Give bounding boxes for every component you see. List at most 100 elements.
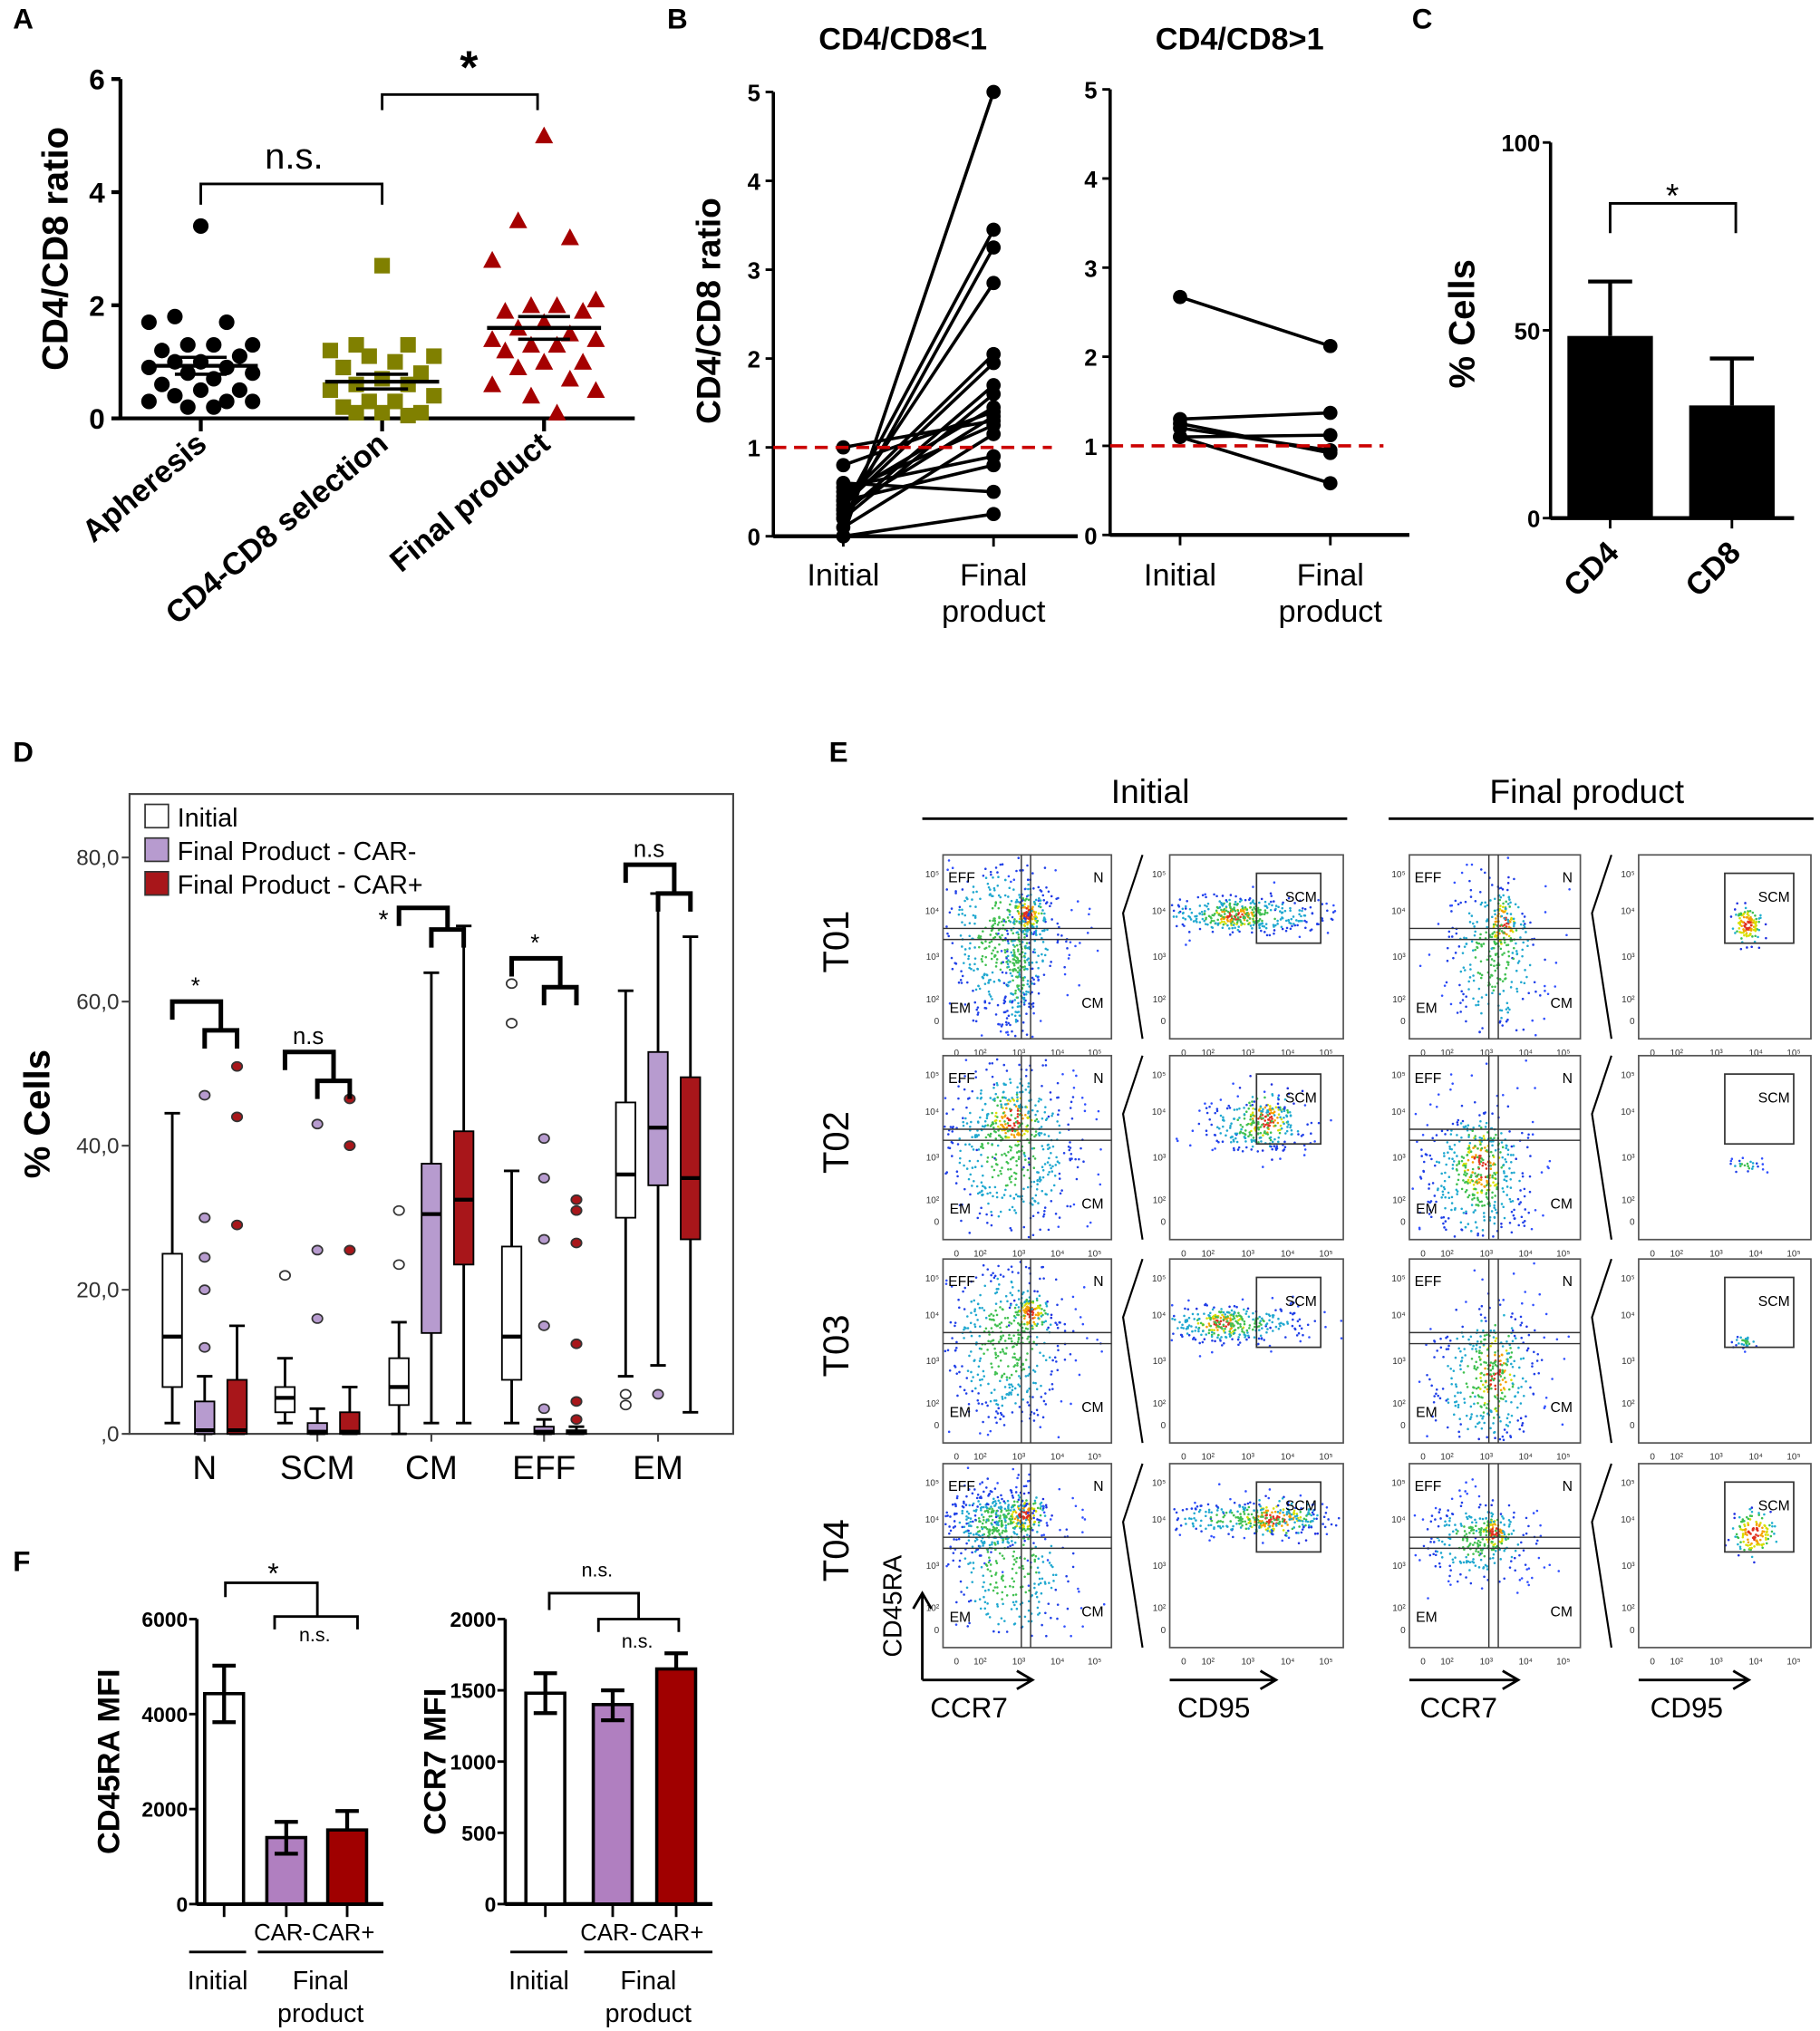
event-dot [1745, 933, 1747, 936]
event-dot [1226, 910, 1230, 914]
event-dot [1426, 1373, 1428, 1377]
event-dot [1198, 1355, 1202, 1358]
event-dot [965, 1167, 969, 1170]
event-dot [1263, 900, 1267, 904]
event-dot [1511, 1382, 1515, 1385]
event-dot [1021, 1030, 1024, 1032]
event-dot [1457, 1118, 1460, 1122]
event-dot [1479, 868, 1483, 871]
data-point [986, 386, 1002, 401]
event-dot [1476, 1232, 1479, 1235]
event-dot [1440, 1129, 1444, 1133]
event-dot [1731, 927, 1735, 930]
event-dot [1002, 1415, 1005, 1418]
event-dot [1460, 990, 1463, 993]
event-dot [981, 1402, 983, 1406]
event-dot [1012, 943, 1015, 946]
event-dot [951, 942, 954, 944]
event-dot [1170, 1303, 1174, 1307]
event-dot [1050, 1189, 1053, 1192]
event-dot [1468, 921, 1472, 924]
density-events [1170, 881, 1337, 946]
y-tick-label: 0 [485, 1892, 497, 1916]
event-dot [997, 1174, 1000, 1177]
x-tick-label: 10² [1201, 1249, 1215, 1259]
event-dot [1447, 930, 1451, 933]
event-dot [1022, 968, 1026, 972]
event-dot [990, 1210, 992, 1214]
event-dot [1471, 922, 1475, 925]
event-dot [1233, 1148, 1235, 1152]
event-dot [1479, 1178, 1483, 1182]
data-point [361, 393, 377, 410]
event-dot [956, 1175, 959, 1178]
event-dot [1211, 1315, 1215, 1319]
event-dot [1046, 1312, 1050, 1316]
event-dot [1035, 925, 1039, 928]
event-dot [1483, 1219, 1486, 1222]
event-dot [1265, 933, 1269, 937]
event-dot [1511, 1200, 1515, 1203]
data-point [140, 314, 157, 331]
event-dot [959, 1385, 962, 1388]
event-dot [1509, 913, 1513, 915]
event-dot [1459, 1368, 1462, 1371]
event-dot [1238, 1107, 1241, 1110]
y-tick-label: 3 [1084, 256, 1097, 282]
event-dot [1483, 1360, 1486, 1364]
gate-label: CM [1081, 1400, 1103, 1416]
event-dot [1738, 916, 1741, 920]
event-dot [1522, 1028, 1525, 1031]
event-dot [1031, 905, 1034, 909]
event-dot [1531, 1120, 1534, 1124]
event-dot [1493, 1431, 1496, 1434]
event-dot [1324, 1325, 1327, 1329]
event-dot [1247, 1122, 1250, 1126]
event-dot [1012, 1334, 1015, 1337]
event-dot [1501, 1369, 1504, 1372]
data-point [231, 348, 247, 364]
event-dot [1079, 1316, 1082, 1319]
event-dot [1004, 1097, 1007, 1099]
event-dot [1198, 904, 1202, 907]
event-dot [1001, 1115, 1003, 1118]
x-tick-label: 10³ [1012, 1249, 1026, 1259]
event-dot [1489, 899, 1492, 902]
event-dot [1440, 1196, 1443, 1199]
event-dot [1459, 1423, 1462, 1426]
event-dot [1259, 1334, 1263, 1338]
event-dot [1015, 920, 1018, 923]
event-dot [1512, 924, 1515, 928]
event-dot [1041, 1189, 1044, 1193]
event-dot [1759, 914, 1762, 917]
event-dot [1508, 905, 1511, 908]
event-dot [1463, 936, 1466, 940]
event-dot [1474, 1221, 1477, 1223]
event-dot [1247, 914, 1250, 917]
event-dot [1468, 879, 1471, 883]
event-dot [1210, 1330, 1214, 1334]
event-dot [994, 1356, 998, 1359]
event-dot [1461, 999, 1465, 1001]
event-dot [1478, 1388, 1482, 1390]
event-dot [1491, 1175, 1494, 1179]
event-dot [1515, 942, 1517, 945]
event-dot [1251, 1145, 1254, 1148]
event-dot [1555, 1338, 1559, 1341]
event-dot [1015, 996, 1019, 999]
event-dot [961, 1365, 963, 1368]
event-dot [1503, 924, 1506, 926]
event-dot [1243, 1113, 1246, 1116]
event-dot [1321, 919, 1324, 923]
x-tick-label: CAR+ [312, 1920, 374, 1946]
event-dot [1244, 906, 1247, 909]
event-dot [1477, 1124, 1481, 1127]
event-dot [1291, 924, 1293, 928]
event-dot [1521, 1301, 1524, 1305]
event-dot [1458, 1417, 1461, 1420]
event-dot [1754, 914, 1757, 917]
event-dot [1186, 900, 1188, 903]
event-dot [1023, 1322, 1026, 1326]
event-dot [1485, 1320, 1487, 1322]
event-dot [974, 988, 978, 991]
